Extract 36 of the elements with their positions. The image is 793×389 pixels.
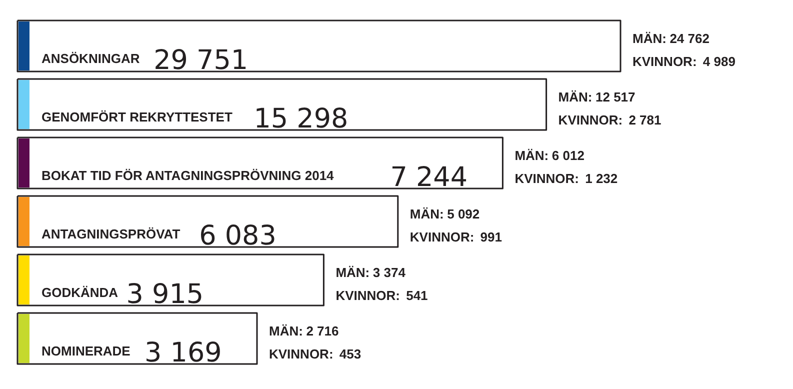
category-label: GENOMFÖRT REKRYTTESTET xyxy=(42,110,232,124)
text: MÄN: xyxy=(410,206,444,222)
text: KVINNOR: xyxy=(410,230,474,244)
text: KVINNOR: xyxy=(269,346,334,362)
data-label: 3 169 xyxy=(144,338,222,368)
data-label: 453 xyxy=(339,346,362,362)
data-label: 2 781 xyxy=(628,112,662,128)
text: KVINNOR: xyxy=(632,54,697,69)
data-label: 6 083 xyxy=(199,220,276,252)
category-label: BOKAT TID FÖR ANTAGNINGSPRÖVNING 2014 xyxy=(42,168,335,183)
data-label: 12 517 xyxy=(596,90,636,104)
data-label: 24 762 xyxy=(670,31,710,46)
category-label: NOMINERADE xyxy=(42,344,131,358)
data-label: 541 xyxy=(406,288,428,303)
data-label: 4 989 xyxy=(702,54,736,69)
text: KVINNOR: xyxy=(514,171,579,186)
text: KVINNOR: xyxy=(558,112,623,128)
text: MÄN: xyxy=(632,31,666,46)
data-label: 3 915 xyxy=(126,279,204,310)
category-label: ANTAGNINGSPRÖVAT xyxy=(42,226,180,242)
category-label: ANSÖKNINGAR xyxy=(42,51,140,66)
text: MÄN: xyxy=(558,90,592,104)
text: MÄN: xyxy=(336,265,370,280)
data-label: 29 751 xyxy=(154,45,248,76)
data-label: 15 298 xyxy=(254,104,348,134)
text: MÄN: xyxy=(514,148,549,163)
category-label: GODKÄNDA xyxy=(42,285,119,300)
data-label: 7 244 xyxy=(390,162,468,193)
data-label: 5 092 xyxy=(447,206,480,222)
data-label: 3 374 xyxy=(372,265,406,280)
data-label: 991 xyxy=(480,230,502,244)
data-label: 2 716 xyxy=(306,324,339,338)
data-label: 1 232 xyxy=(585,171,618,186)
text: KVINNOR: xyxy=(336,288,400,303)
text: MÄN: xyxy=(269,324,303,338)
data-label: 6 012 xyxy=(552,148,584,163)
